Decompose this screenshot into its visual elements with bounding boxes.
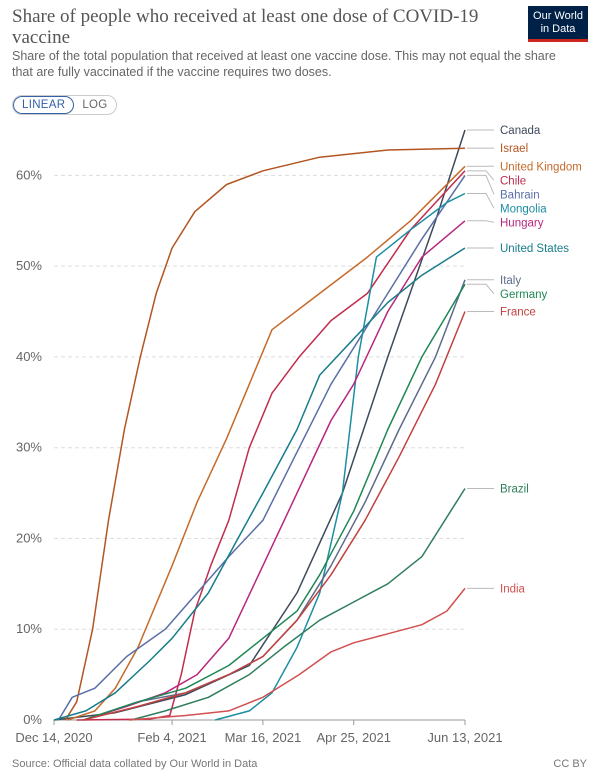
series-label-canada: Canada	[500, 125, 541, 137]
scale-toggle[interactable]: LINEAR LOG	[12, 95, 117, 115]
log-scale-button[interactable]: LOG	[82, 99, 108, 111]
series-line-israel	[64, 147, 466, 721]
y-tick-label: 20%	[16, 530, 42, 545]
label-connector	[467, 174, 495, 195]
x-tick-label: Jun 13, 2021	[427, 730, 502, 745]
series-label-mongolia: Mongolia	[500, 203, 547, 215]
series-label-brazil: Brazil	[500, 484, 529, 496]
series-label-united-kingdom: United Kingdom	[500, 161, 582, 173]
series-line-germany	[83, 283, 466, 721]
series-line-mongolia	[215, 192, 466, 721]
series-label-bahrain: Bahrain	[500, 189, 540, 201]
label-connector	[467, 170, 495, 181]
series-label-israel: Israel	[500, 143, 528, 155]
y-tick-label: 60%	[16, 167, 42, 182]
series-line-india	[128, 587, 466, 721]
series-label-india: India	[500, 583, 526, 595]
series-label-hungary: Hungary	[500, 217, 544, 229]
linear-scale-button[interactable]: LINEAR	[13, 96, 75, 114]
y-tick-label: 0%	[23, 712, 42, 727]
chart-subtitle: Share of the total population that recei…	[12, 49, 556, 79]
series-label-italy: Italy	[500, 275, 521, 287]
license-label[interactable]: CC BY	[553, 758, 587, 770]
source-note[interactable]: Source: Official data collated by Our Wo…	[12, 758, 258, 770]
series-line-united-kingdom	[67, 165, 466, 721]
series-line-brazil	[131, 488, 466, 721]
series-line-france	[83, 311, 466, 721]
series-line-united-states	[53, 247, 466, 721]
series-label-germany: Germany	[500, 289, 548, 301]
x-tick-label: Apr 25, 2021	[317, 730, 391, 745]
label-connector	[467, 193, 495, 209]
owid-logo[interactable]: Our World in Data	[528, 6, 588, 42]
series-label-france: France	[500, 307, 536, 319]
series-label-chile: Chile	[500, 175, 526, 187]
chart-title: Share of people who received at least on…	[12, 6, 479, 48]
y-tick-label: 40%	[16, 349, 42, 364]
series-line-bahrain	[57, 174, 466, 721]
y-tick-label: 30%	[16, 440, 42, 455]
logo-line-2: in Data	[540, 22, 576, 35]
series-label-united-states: United States	[500, 243, 569, 255]
x-tick-label: Feb 4, 2021	[137, 730, 206, 745]
label-connector	[467, 220, 495, 223]
logo-line-1: Our World	[533, 9, 583, 22]
y-tick-label: 10%	[16, 621, 42, 636]
line-chart: 0% 10% 20% 30% 40% 50% 60% Dec 14, 2020 Feb 4, 2…	[15, 125, 582, 745]
y-tick-label: 50%	[16, 258, 42, 273]
series-line-hungary	[83, 220, 466, 721]
label-connector	[467, 283, 495, 295]
x-tick-label: Dec 14, 2020	[15, 730, 92, 745]
x-tick-label: Mar 16, 2021	[225, 730, 302, 745]
series-line-chile	[76, 170, 466, 721]
